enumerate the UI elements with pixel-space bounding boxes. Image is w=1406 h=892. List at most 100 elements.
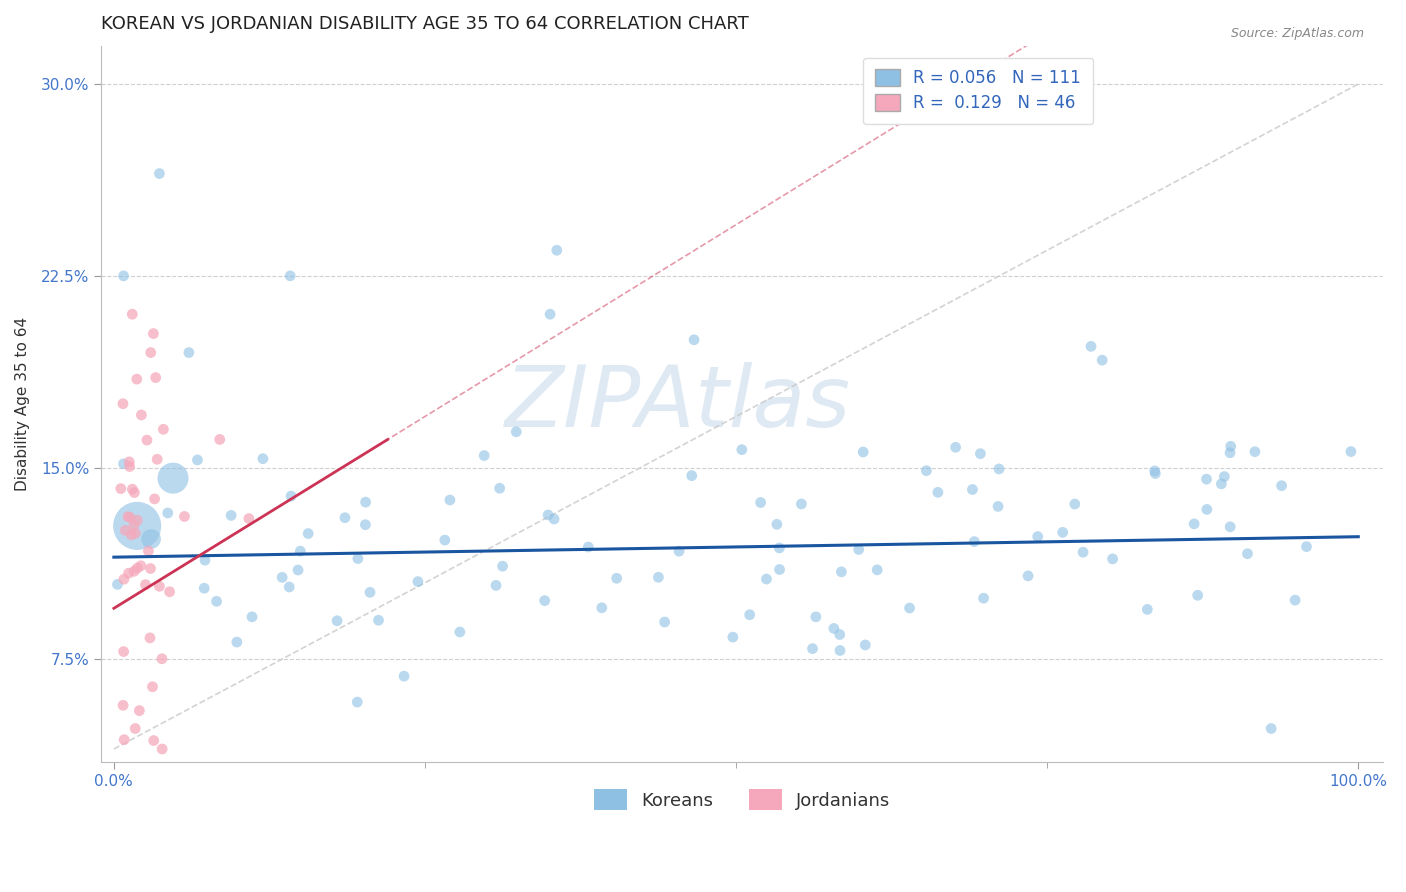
- Point: [721, 630, 744, 644]
- Point: [1219, 439, 1241, 453]
- Point: [755, 572, 778, 586]
- Point: [122, 564, 145, 578]
- Point: [287, 563, 309, 577]
- Point: [278, 268, 301, 283]
- Point: [148, 579, 170, 593]
- Point: [219, 508, 242, 523]
- Point: [347, 551, 370, 566]
- Point: [367, 613, 389, 627]
- Point: [278, 580, 301, 594]
- Point: [1195, 472, 1218, 486]
- Text: ZIPAtlas: ZIPAtlas: [505, 362, 851, 445]
- Point: [898, 601, 921, 615]
- Point: [1213, 469, 1236, 483]
- Point: [823, 622, 845, 636]
- Point: [134, 577, 156, 591]
- Point: [1340, 444, 1362, 458]
- Point: [326, 614, 349, 628]
- Point: [121, 307, 143, 321]
- Point: [433, 533, 456, 547]
- Point: [118, 459, 141, 474]
- Point: [129, 558, 152, 573]
- Point: [152, 422, 174, 436]
- Point: [107, 577, 129, 591]
- Point: [591, 600, 613, 615]
- Point: [828, 643, 851, 657]
- Point: [346, 695, 368, 709]
- Point: [987, 500, 1010, 514]
- Point: [1271, 478, 1294, 492]
- Point: [538, 307, 561, 321]
- Point: [112, 572, 135, 586]
- Point: [127, 519, 149, 533]
- Point: [1052, 525, 1074, 540]
- Point: [852, 445, 875, 459]
- Point: [121, 482, 143, 496]
- Point: [162, 471, 184, 485]
- Point: [139, 345, 162, 359]
- Point: [647, 570, 669, 584]
- Point: [828, 627, 851, 641]
- Point: [768, 541, 790, 555]
- Point: [127, 561, 149, 575]
- Point: [1295, 540, 1317, 554]
- Point: [117, 566, 139, 581]
- Point: [354, 495, 377, 509]
- Point: [866, 563, 889, 577]
- Point: [738, 607, 761, 622]
- Point: [543, 512, 565, 526]
- Point: [546, 244, 568, 258]
- Point: [973, 591, 995, 606]
- Point: [1017, 569, 1039, 583]
- Point: [252, 451, 274, 466]
- Point: [205, 594, 228, 608]
- Point: [1219, 520, 1241, 534]
- Point: [112, 457, 135, 471]
- Point: [1136, 602, 1159, 616]
- Point: [963, 534, 986, 549]
- Y-axis label: Disability Age 35 to 64: Disability Age 35 to 64: [15, 317, 30, 491]
- Point: [848, 542, 870, 557]
- Point: [576, 540, 599, 554]
- Point: [927, 485, 949, 500]
- Point: [1182, 516, 1205, 531]
- Point: [1187, 588, 1209, 602]
- Point: [1101, 552, 1123, 566]
- Point: [1143, 464, 1166, 478]
- Point: [804, 610, 827, 624]
- Point: [125, 372, 148, 386]
- Point: [853, 638, 876, 652]
- Text: KOREAN VS JORDANIAN DISABILITY AGE 35 TO 64 CORRELATION CHART: KOREAN VS JORDANIAN DISABILITY AGE 35 TO…: [101, 15, 749, 33]
- Point: [146, 452, 169, 467]
- Point: [111, 397, 134, 411]
- Point: [749, 495, 772, 509]
- Point: [124, 526, 146, 541]
- Point: [138, 544, 160, 558]
- Point: [406, 574, 429, 589]
- Point: [139, 561, 162, 575]
- Point: [177, 345, 200, 359]
- Point: [830, 565, 852, 579]
- Point: [120, 528, 142, 542]
- Point: [1195, 502, 1218, 516]
- Point: [139, 631, 162, 645]
- Point: [1063, 497, 1085, 511]
- Point: [1244, 444, 1267, 458]
- Point: [681, 468, 703, 483]
- Point: [683, 333, 706, 347]
- Point: [1071, 545, 1094, 559]
- Point: [118, 455, 141, 469]
- Point: [945, 440, 967, 454]
- Point: [118, 510, 141, 524]
- Point: [533, 593, 555, 607]
- Point: [117, 509, 139, 524]
- Point: [439, 493, 461, 508]
- Point: [128, 704, 150, 718]
- Point: [112, 644, 135, 658]
- Point: [194, 553, 217, 567]
- Point: [150, 652, 173, 666]
- Point: [238, 511, 260, 525]
- Text: Source: ZipAtlas.com: Source: ZipAtlas.com: [1230, 27, 1364, 40]
- Point: [731, 442, 754, 457]
- Point: [136, 433, 159, 447]
